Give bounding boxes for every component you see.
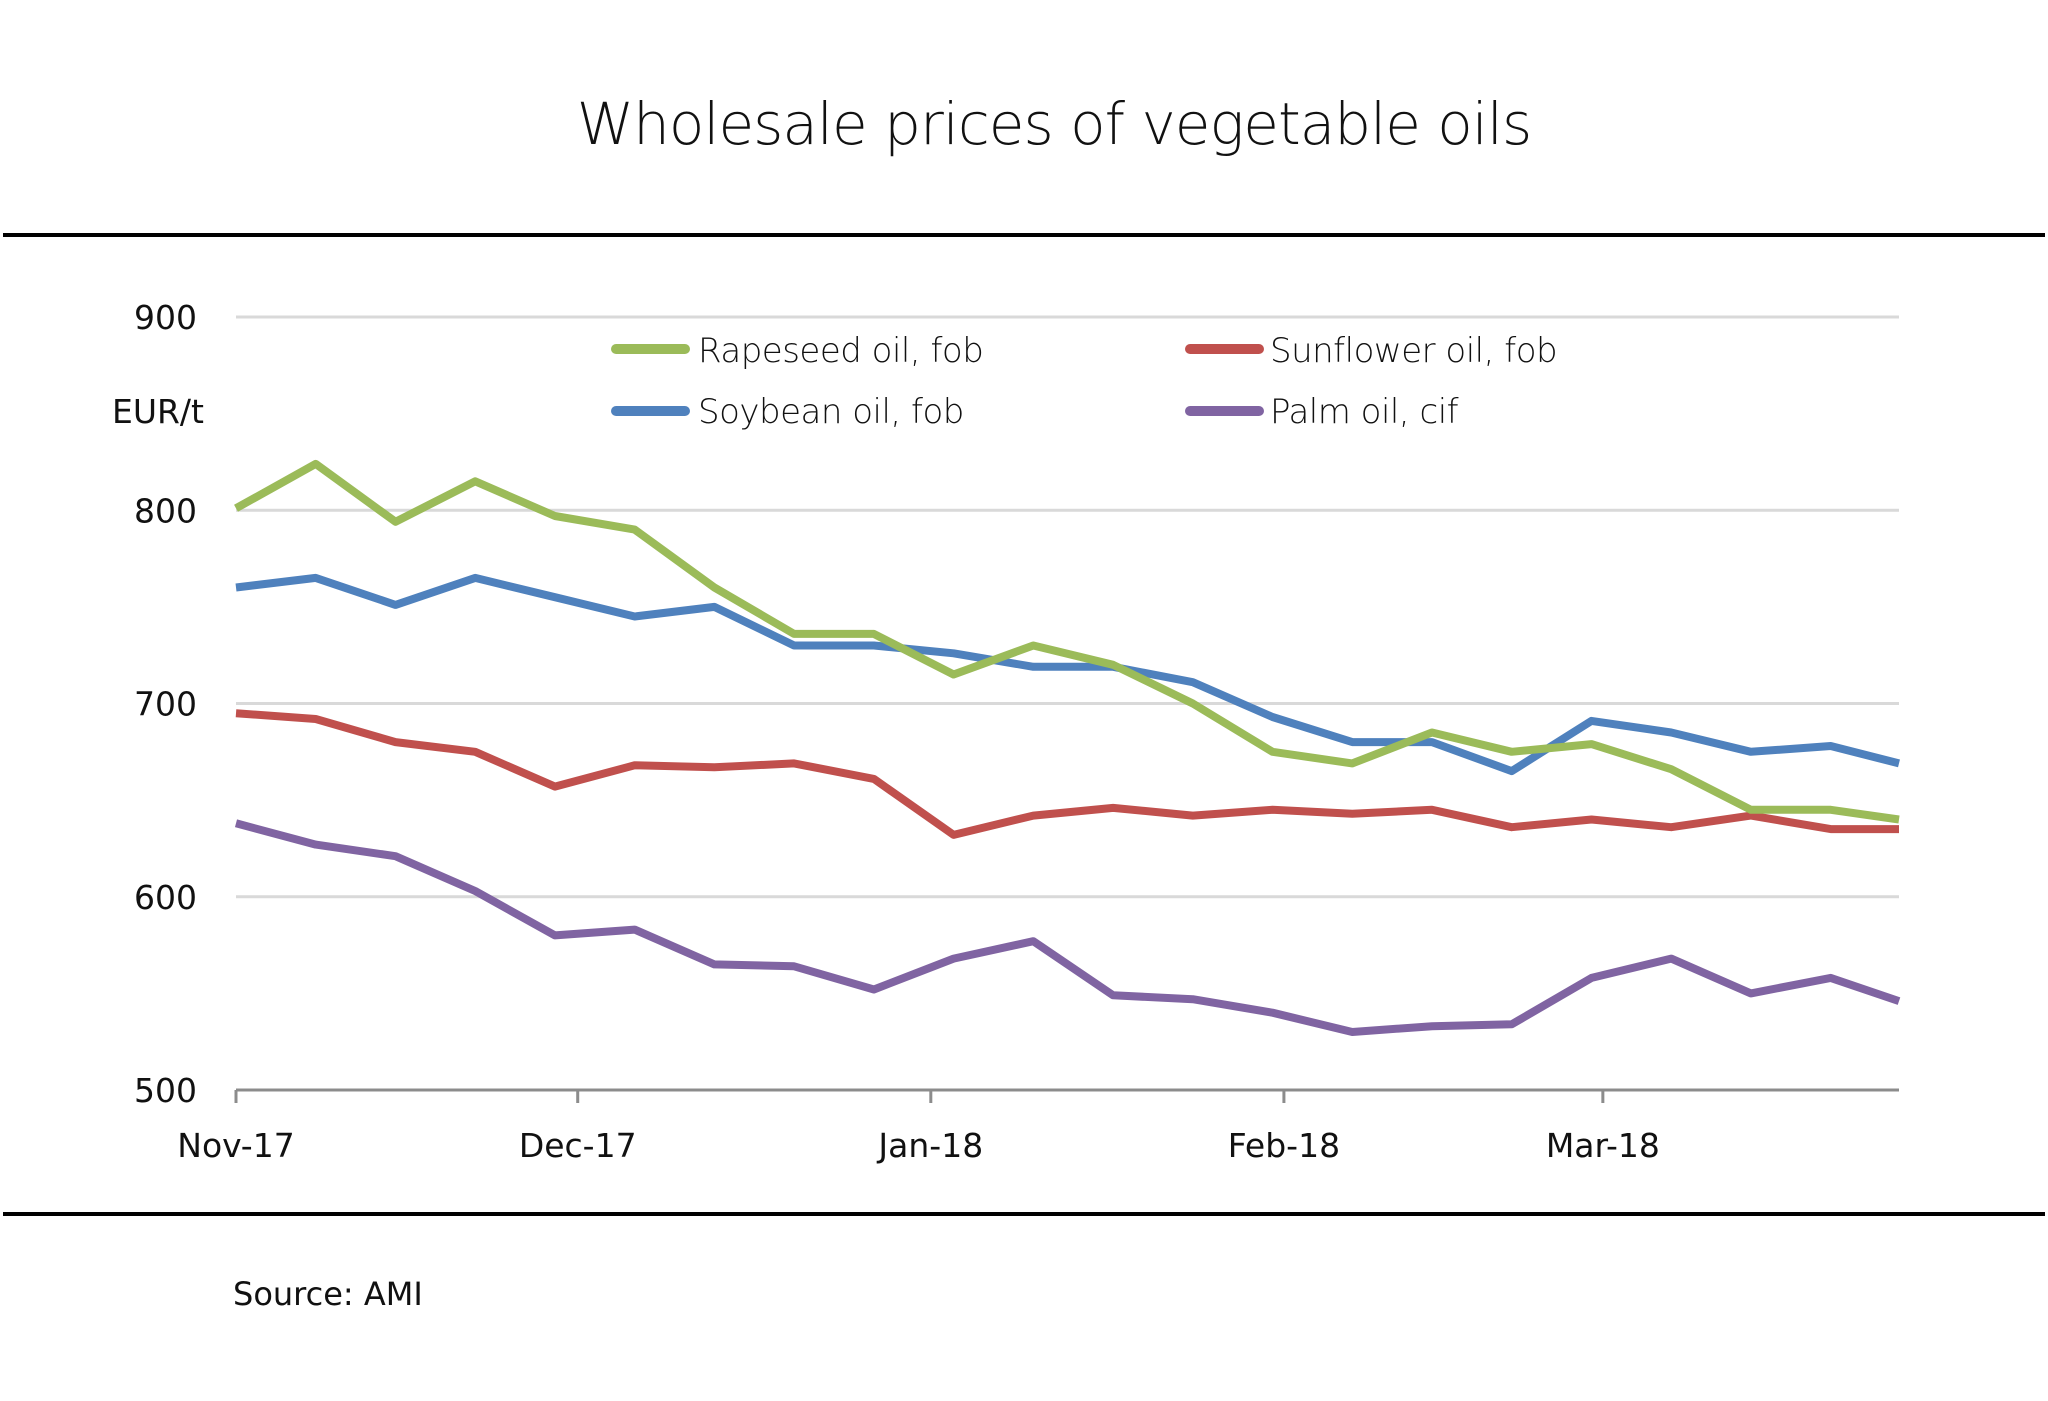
x-tick-label-Jan-18: Jan-18	[876, 1126, 983, 1165]
series-line-sunflower	[235, 709, 1899, 839]
gridlines	[236, 315, 1899, 899]
y-tick-label-500: 500	[134, 1071, 197, 1110]
x-tick-label-Mar-18: Mar-18	[1546, 1126, 1660, 1165]
legend: Rapeseed oil, fob Sunflower oil, fob Soy…	[611, 331, 1558, 432]
y-axis-tick-labels: 500 600 700 800 900	[134, 298, 197, 1110]
series-line-soybean	[235, 573, 1900, 776]
y-tick-label-700: 700	[134, 685, 197, 724]
x-tick-label-Nov-17: Nov-17	[177, 1126, 294, 1165]
y-tick-label-800: 800	[134, 491, 197, 530]
legend-label-palm: Palm oil, cif	[1270, 392, 1459, 432]
x-axis	[234, 1088, 1899, 1103]
x-axis-tick-labels: Nov-17 Dec-17 Jan-18 Feb-18 Mar-18	[177, 1126, 1660, 1165]
legend-label-soybean: Soybean oil, fob	[698, 392, 964, 432]
legend-label-rapeseed: Rapeseed oil, fob	[698, 331, 983, 371]
series-lines	[234, 459, 1901, 1036]
legend-item-sunflower: Sunflower oil, fob	[1185, 331, 1558, 371]
legend-item-rapeseed: Rapeseed oil, fob	[611, 331, 984, 371]
series-line-rapeseed	[234, 459, 1900, 824]
x-tick-label-Feb-18: Feb-18	[1228, 1126, 1340, 1165]
y-tick-label-900: 900	[134, 298, 197, 337]
series-line-palm	[234, 819, 1901, 1036]
legend-label-sunflower: Sunflower oil, fob	[1270, 331, 1557, 371]
y-axis-unit-label: EUR/t	[112, 392, 204, 431]
legend-item-soybean: Soybean oil, fob	[611, 392, 964, 432]
y-tick-label-600: 600	[134, 878, 197, 917]
legend-item-palm: Palm oil, cif	[1185, 392, 1459, 432]
chart-title: Wholesale prices of vegetable oils	[577, 90, 1532, 158]
x-tick-label-Dec-17: Dec-17	[519, 1126, 637, 1165]
source-note: Source: AMI	[233, 1275, 423, 1313]
